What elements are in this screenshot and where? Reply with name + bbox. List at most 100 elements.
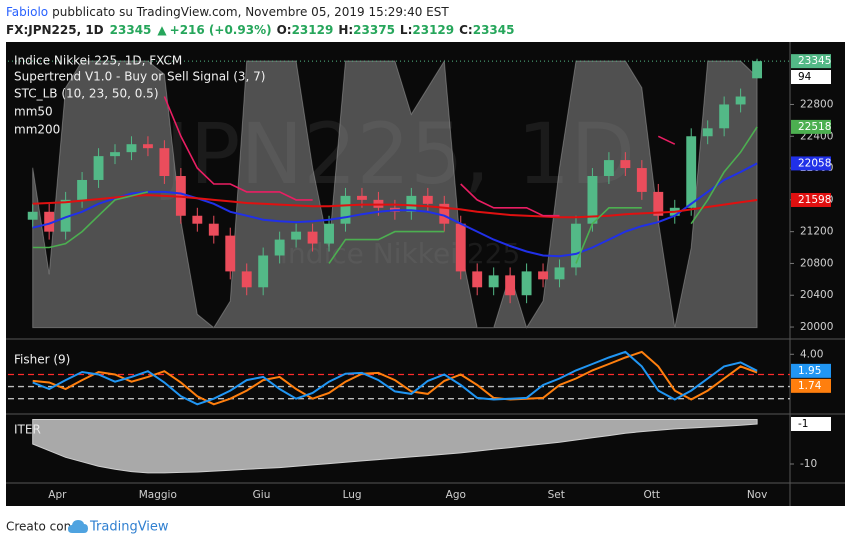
y-tick-label: 20400 — [800, 289, 833, 301]
header-line: Fabiolo pubblicato su TradingView.com, No… — [6, 5, 449, 19]
moving-average — [32, 162, 758, 258]
o-label: O: — [277, 23, 292, 37]
candle-body — [291, 231, 302, 240]
candle-body — [472, 271, 483, 288]
x-tick-label: Nov — [747, 489, 768, 501]
candle-body — [258, 255, 269, 288]
indicator-label: Supertrend V1.0 - Buy or Sell Signal (3,… — [14, 70, 265, 84]
value-tag-label: 1.95 — [798, 365, 821, 377]
value-tag — [791, 119, 831, 134]
candle-body — [110, 152, 120, 157]
value-tag — [791, 193, 831, 208]
candle-body — [455, 223, 466, 272]
author[interactable]: Fabiolo — [6, 5, 48, 19]
legend-entry: mm200 — [14, 123, 60, 137]
candle-body — [636, 168, 647, 192]
candle-body — [159, 148, 170, 177]
iter-pane — [32, 419, 758, 474]
pane-title: Fisher (9) — [14, 353, 70, 367]
candle-body — [192, 215, 203, 224]
value-tag-label: 1.74 — [798, 380, 822, 392]
value-tag-label: -1 — [798, 418, 808, 430]
o-value: 23129 — [292, 23, 334, 37]
x-tick-label: Ott — [643, 489, 660, 501]
h-value: 23375 — [353, 23, 395, 37]
x-tick-label: Ago — [446, 489, 466, 501]
candle-body — [719, 104, 730, 129]
candle-body — [340, 195, 351, 224]
supertrend-down — [163, 96, 676, 217]
value-tag — [791, 363, 831, 378]
y-tick-label: 20800 — [800, 257, 833, 269]
pane-title: Indice Nikkei 225, 1D, FXCM — [14, 54, 182, 68]
candle-body — [571, 223, 581, 268]
value-tag — [791, 378, 831, 393]
candle-body — [241, 271, 252, 288]
supertrend-up — [32, 126, 758, 264]
candle-body — [357, 195, 367, 200]
candle-body — [620, 160, 631, 169]
footer-brand[interactable]: TradingView — [89, 520, 169, 535]
indicator-label: STC_LB (10, 23, 50, 0.5) — [14, 87, 159, 101]
x-tick-label: Set — [548, 489, 565, 501]
moving-average — [32, 194, 758, 219]
y-tick-label: 21200 — [800, 226, 833, 238]
candle-body — [77, 179, 88, 200]
y-tick-label: 22800 — [800, 98, 833, 110]
value-tag — [791, 70, 831, 84]
value-tag-label: 22518 — [798, 121, 831, 133]
candle-body — [208, 223, 219, 236]
l-value: 23129 — [412, 23, 454, 37]
iter-area — [32, 419, 758, 474]
candle-body — [702, 128, 713, 137]
candle-body — [735, 96, 746, 105]
legend-entry: mm50 — [14, 105, 53, 119]
pane-title: ITER — [14, 423, 41, 437]
candle-body — [538, 271, 548, 280]
l-label: L: — [400, 23, 412, 37]
candle-body — [307, 231, 318, 244]
candle-body — [406, 195, 417, 212]
candle-body — [686, 136, 697, 208]
y-tick-label: 20000 — [800, 321, 833, 333]
c-value: 23345 — [473, 23, 515, 37]
value-tag — [791, 54, 831, 69]
symbol-line: FX:JPN225, 1D 23345 ▲ +216 (+0.93%) O:23129 H… — [6, 23, 514, 37]
candle-body — [274, 239, 285, 256]
marks: Apr Maggio Giu Lug Ago Set Ott Nov 20000 20400 208… — [8, 54, 833, 501]
symbol: FX:JPN225, 1D — [6, 23, 104, 37]
value-tag-label: 22058 — [798, 157, 831, 169]
value-tag-label: 23345 — [798, 55, 831, 67]
candle-body — [505, 275, 516, 296]
candle-body — [93, 156, 104, 180]
x-tick-label: Maggio — [139, 489, 177, 501]
price-pane — [27, 58, 763, 329]
candle-body — [324, 223, 334, 244]
arrow: ▲ — [157, 23, 167, 37]
y-tick-label: -10 — [800, 458, 817, 470]
candle-body — [521, 271, 532, 296]
x-tick-label: Lug — [343, 489, 362, 501]
fisher-pane — [8, 350, 790, 406]
x-tick-label: Giu — [253, 489, 271, 501]
logo-icon — [68, 520, 88, 533]
candle-body — [142, 144, 153, 149]
h-label: H: — [338, 23, 353, 37]
candle-body — [554, 267, 565, 280]
candle-body — [603, 160, 614, 177]
c-label: C: — [459, 23, 473, 37]
footer-text: Creato con — [6, 520, 71, 534]
candle-body — [126, 144, 137, 153]
x-tick-label: Apr — [48, 489, 67, 501]
candle-body — [653, 191, 664, 216]
change: +216 (+0.93%) — [170, 23, 272, 37]
candle-body — [225, 235, 236, 272]
candle-body — [439, 203, 450, 224]
candle-body — [587, 176, 598, 224]
value-tag — [791, 417, 831, 431]
candle-body — [488, 275, 499, 288]
candle-body — [60, 199, 71, 232]
candle-body — [44, 211, 55, 232]
value-tag — [791, 156, 831, 171]
